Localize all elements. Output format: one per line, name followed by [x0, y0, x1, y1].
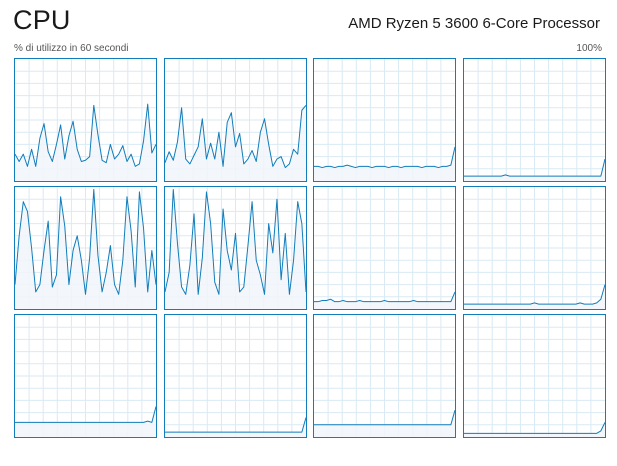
cpu-usage-line	[15, 188, 156, 295]
cpu-graph-3	[463, 58, 606, 182]
cpu-graph-10	[313, 314, 456, 438]
cpu-graph-4	[14, 186, 157, 310]
cpu-graph-2	[313, 58, 456, 182]
cpu-usage-area	[15, 104, 156, 181]
cpu-graph-svg-11	[464, 315, 605, 437]
cpu-usage-line	[314, 410, 455, 426]
cpu-graph-svg-1	[165, 59, 306, 181]
utilization-label: % di utilizzo in 60 secondi	[14, 43, 129, 54]
cpu-graph-svg-5	[165, 187, 306, 309]
cpu-usage-area	[464, 284, 605, 309]
processor-name: AMD Ryzen 5 3600 6-Core Processor	[348, 15, 600, 32]
cpu-graph-8	[14, 314, 157, 438]
cpu-graph-svg-10	[314, 315, 455, 437]
page-title: CPU	[13, 5, 71, 35]
cpu-usage-line	[15, 406, 156, 423]
cpu-graph-svg-0	[15, 59, 156, 181]
cpu-usage-line	[165, 188, 306, 295]
cpu-graph-svg-4	[15, 187, 156, 309]
logical-processor-graphs	[14, 58, 606, 438]
cpu-graph-svg-3	[464, 59, 605, 181]
cpu-graph-svg-6	[314, 187, 455, 309]
cpu-graph-7	[463, 186, 606, 310]
cpu-usage-line	[464, 284, 605, 305]
cpu-usage-area	[165, 105, 306, 181]
cpu-graph-svg-7	[464, 187, 605, 309]
cpu-graph-0	[14, 58, 157, 182]
cpu-usage-area	[314, 410, 455, 437]
cpu-graph-svg-9	[165, 315, 306, 437]
cpu-graph-6	[313, 186, 456, 310]
max-percent-label: 100%	[576, 43, 602, 54]
cpu-usage-line	[464, 422, 605, 434]
cpu-usage-area	[15, 406, 156, 437]
cpu-usage-line	[165, 417, 306, 433]
cpu-graph-svg-2	[314, 59, 455, 181]
cpu-graph-9	[164, 314, 307, 438]
cpu-usage-line	[464, 158, 605, 177]
cpu-usage-line	[165, 105, 306, 169]
cpu-usage-area	[314, 291, 455, 309]
cpu-graph-11	[463, 314, 606, 438]
cpu-graph-svg-8	[15, 315, 156, 437]
cpu-usage-line	[314, 146, 455, 169]
cpu-usage-area	[314, 146, 455, 181]
cpu-graph-5	[164, 186, 307, 310]
cpu-usage-line	[15, 103, 156, 167]
cpu-usage-line	[314, 291, 455, 303]
cpu-graph-1	[164, 58, 307, 182]
